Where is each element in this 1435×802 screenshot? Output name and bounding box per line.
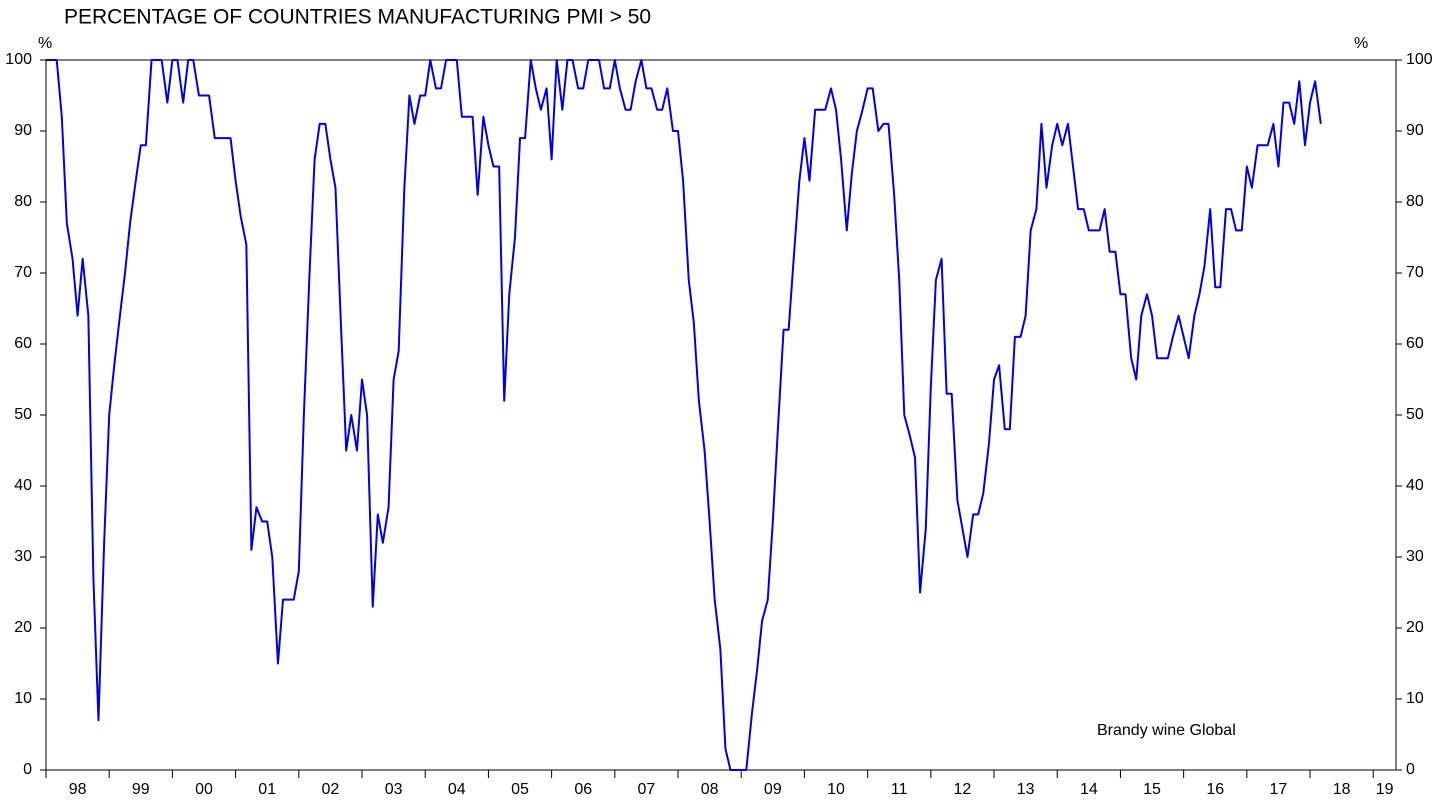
x-tick-label: 11 [891,781,908,798]
x-tick-label: 14 [1080,781,1098,798]
y-tick-label: 60 [14,335,32,352]
y2-tick-label: 40 [1406,477,1424,494]
y-tick-label: 10 [14,690,32,707]
x-tick-label: 00 [195,781,213,798]
y-tick-label: 0 [23,761,32,778]
y2-tick-label: 80 [1406,193,1424,210]
x-tick-label: 99 [132,781,150,798]
x-tick-label: 19 [1376,781,1394,798]
y-tick-label: 70 [14,264,32,281]
chart-title: PERCENTAGE OF COUNTRIES MANUFACTURING PM… [64,6,651,29]
y2-tick-label: 70 [1406,264,1424,281]
y2-tick-label: 10 [1406,690,1424,707]
x-tick-label: 03 [385,781,403,798]
x-tick-label: 02 [322,781,340,798]
y2-axis-label: % [1354,35,1368,52]
x-tick-label: 98 [69,781,87,798]
y2-tick-label: 30 [1406,548,1424,565]
y2-tick-label: 0 [1406,761,1415,778]
x-tick-label: 01 [258,781,276,798]
y-tick-label: 40 [14,477,32,494]
y2-tick-label: 50 [1406,406,1424,423]
y-tick-label: 50 [14,406,32,423]
x-tick-label: 07 [638,781,656,798]
x-tick-label: 13 [1017,781,1035,798]
y2-tick-label: 20 [1406,619,1424,636]
y-axis-label: % [38,35,52,52]
annotation: Brandy wine Global [1097,722,1236,739]
x-tick-label: 06 [574,781,592,798]
x-tick-label: 05 [511,781,529,798]
x-tick-label: 08 [701,781,719,798]
y2-tick-label: 60 [1406,335,1424,352]
x-tick-label: 09 [764,781,782,798]
y-tick-label: 100 [5,51,32,68]
y-tick-label: 80 [14,193,32,210]
x-tick-label: 04 [448,781,466,798]
x-tick-label: 15 [1143,781,1161,798]
x-tick-label: 16 [1206,781,1224,798]
x-tick-label: 12 [954,781,972,798]
y-tick-label: 90 [14,122,32,139]
data-line [46,59,1322,771]
x-tick-label: 18 [1333,781,1351,798]
y-tick-label: 20 [14,619,32,636]
x-tick-label: 10 [827,781,845,798]
y2-tick-label: 100 [1406,51,1433,68]
x-tick-label: 17 [1270,781,1288,798]
y-tick-label: 30 [14,548,32,565]
y2-tick-label: 90 [1406,122,1424,139]
